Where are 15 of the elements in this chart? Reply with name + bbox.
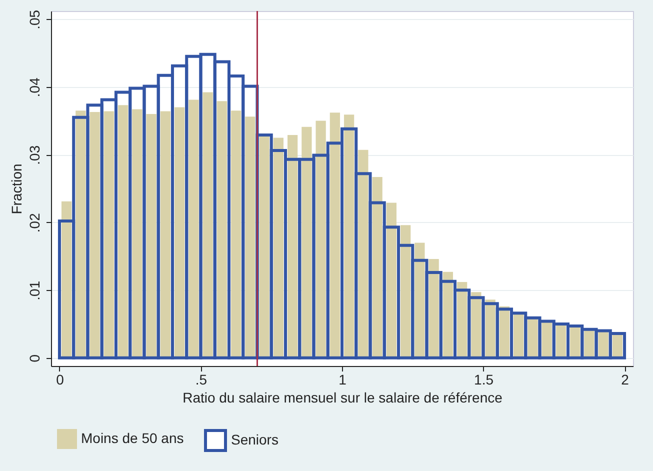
x-tick-label: 1.5 <box>474 372 494 388</box>
x-tick-label: 1 <box>338 372 347 388</box>
legend-label: Seniors <box>231 432 278 448</box>
y-tick-label: .02 <box>26 212 42 233</box>
y-tick-label: .05 <box>26 10 42 30</box>
y-tick-label: 0 <box>26 354 42 362</box>
legend-label: Moins de 50 ans <box>81 430 184 446</box>
y-tick-label: .03 <box>26 145 42 165</box>
x-axis-title: Ratio du salaire mensuel sur le salaire de référence <box>182 390 503 406</box>
x-tick-label: 2 <box>621 372 630 388</box>
y-tick-label: .01 <box>26 280 42 300</box>
y-tick-label: .04 <box>26 77 42 98</box>
x-tick-label: 0 <box>56 372 64 388</box>
y-axis-title: Fraction <box>8 164 24 214</box>
x-tick-label: .5 <box>195 372 208 388</box>
